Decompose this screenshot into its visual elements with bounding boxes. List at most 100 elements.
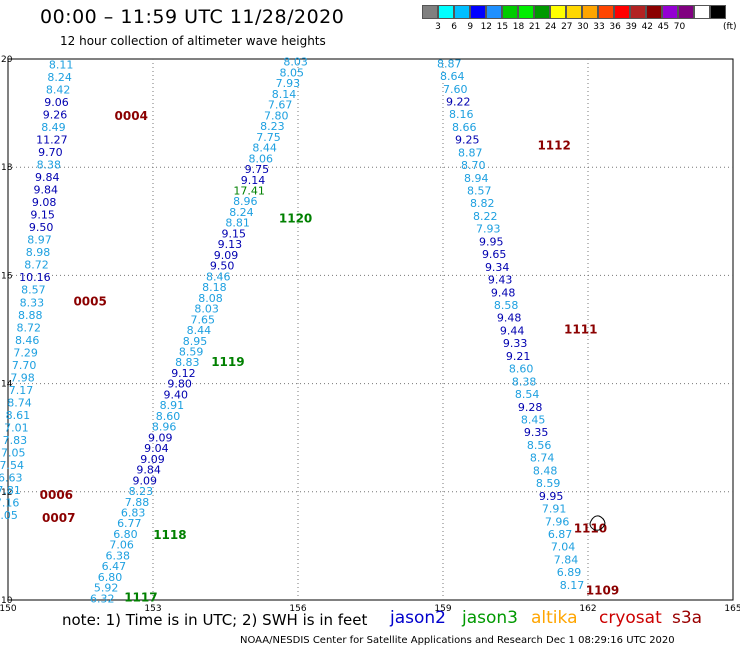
wave-height-value: 6.47 xyxy=(102,560,127,573)
chart-subtitle: 12 hour collection of altimeter wave hei… xyxy=(60,34,326,48)
wave-height-value: 6.80 xyxy=(113,528,138,541)
wave-height-value: 8.81 xyxy=(225,217,250,230)
plot-frame xyxy=(7,58,734,601)
wave-height-value: 6.80 xyxy=(98,571,123,584)
wave-height-value: 9.09 xyxy=(148,431,173,444)
wave-height-value: 6.83 xyxy=(121,507,146,520)
color-swatch xyxy=(486,5,502,19)
wave-height-value: 9.15 xyxy=(30,209,55,222)
track-time-label: 1109 xyxy=(586,583,619,597)
wave-height-value: 7.05 xyxy=(0,509,18,522)
color-swatch xyxy=(438,5,454,19)
wave-height-value: 8.72 xyxy=(16,321,41,334)
wave-height-value: 7.05 xyxy=(1,446,26,459)
wave-height-value: 7.01 xyxy=(4,421,29,434)
wave-height-value: 7.91 xyxy=(542,503,567,516)
color-swatch xyxy=(678,5,694,19)
wave-height-value: 9.06 xyxy=(44,96,69,109)
track-time-label: 1111 xyxy=(564,323,597,337)
track-time-label: 0004 xyxy=(115,109,148,123)
satellite-jason2: jason2 xyxy=(390,608,446,628)
wave-height-value: 8.05 xyxy=(279,66,304,79)
y-tick-label: 18 xyxy=(1,163,13,173)
wave-height-value: 8.11 xyxy=(49,58,74,71)
wave-height-value: 8.87 xyxy=(458,146,483,159)
color-scale-tick-label: 12 xyxy=(480,22,493,32)
wave-height-value: 9.50 xyxy=(210,260,235,273)
wave-height-value: 7.96 xyxy=(545,515,570,528)
note-text: note: 1) Time is in UTC; 2) SWH is in fe… xyxy=(62,611,368,629)
wave-height-value: 8.16 xyxy=(449,108,474,121)
wave-height-value: 9.75 xyxy=(245,163,270,176)
color-swatch xyxy=(534,5,550,19)
color-scale-tick-label: 21 xyxy=(528,22,541,32)
wave-height-value: 9.35 xyxy=(524,426,549,439)
wave-height-value: 8.23 xyxy=(260,120,285,133)
wave-height-value: 8.88 xyxy=(18,309,43,322)
wave-height-value: 8.14 xyxy=(272,88,297,101)
x-tick-label: 159 xyxy=(434,604,451,614)
wave-height-value: 9.95 xyxy=(539,490,564,503)
color-scale-tick-label: 18 xyxy=(512,22,525,32)
color-swatch xyxy=(502,5,518,19)
color-scale-tick-label: 24 xyxy=(544,22,557,32)
wave-height-value: 6.87 xyxy=(548,528,573,541)
wave-height-value: 7.81 xyxy=(0,484,21,497)
color-swatch xyxy=(550,5,566,19)
wave-height-value: 6.38 xyxy=(105,549,130,562)
wave-height-value: 7.67 xyxy=(268,99,293,112)
wave-height-value: 8.06 xyxy=(249,152,274,165)
color-scale-tick-label: 15 xyxy=(496,22,509,32)
wave-height-value: 8.03 xyxy=(283,56,308,69)
wave-height-value: 8.57 xyxy=(21,284,46,297)
wave-height-value: 9.65 xyxy=(482,248,507,261)
wave-height-value: 9.22 xyxy=(446,95,471,108)
color-scale-tick-label: 6 xyxy=(451,22,457,32)
wave-height-value: 8.60 xyxy=(509,363,534,376)
y-tick-label: 14 xyxy=(1,380,13,390)
satellite-jason3: jason3 xyxy=(462,608,518,628)
wave-height-value: 9.44 xyxy=(500,324,525,337)
wave-height-value: 9.84 xyxy=(136,464,161,477)
track-time-label: 0006 xyxy=(40,488,73,502)
wave-height-value: 9.14 xyxy=(241,174,266,187)
track-time-label: 1112 xyxy=(537,139,570,153)
wave-height-value: 7.54 xyxy=(0,459,24,472)
wave-height-value: 9.95 xyxy=(479,235,504,248)
color-swatch xyxy=(566,5,582,19)
wave-height-value: 8.72 xyxy=(24,259,49,272)
wave-height-value: 7.83 xyxy=(3,434,28,447)
x-tick-label: 165 xyxy=(724,604,740,614)
color-scale-tick-label: 36 xyxy=(609,22,621,32)
wave-height-value: 8.23 xyxy=(129,485,154,498)
wave-height-value: 7.06 xyxy=(109,539,134,552)
island-outline xyxy=(589,515,606,531)
wave-height-value: 8.97 xyxy=(27,234,52,247)
wave-height-value: 8.87 xyxy=(437,57,462,70)
y-tick-label: 12 xyxy=(1,488,12,498)
wave-height-value: 8.59 xyxy=(536,477,561,490)
x-tick-label: 162 xyxy=(579,604,596,614)
wave-height-value: 7.16 xyxy=(0,497,19,510)
wave-height-value: 8.83 xyxy=(175,356,200,369)
wave-height-value: 9.25 xyxy=(455,134,480,147)
wave-height-value: 8.38 xyxy=(37,159,62,172)
track-time-label: 1117 xyxy=(124,590,157,604)
satellite-altika: altika xyxy=(531,608,578,628)
wave-height-value: 7.93 xyxy=(276,77,301,90)
wave-height-value: 6.32 xyxy=(90,592,115,605)
wave-height-value: 8.57 xyxy=(467,185,492,198)
footer-credit: NOAA/NESDIS Center for Satellite Applica… xyxy=(240,635,675,646)
wave-height-value: 9.09 xyxy=(140,453,165,466)
wave-height-value: 8.42 xyxy=(46,83,71,96)
wave-height-value: 7.98 xyxy=(10,371,35,384)
wave-height-value: 8.03 xyxy=(194,303,219,316)
wave-height-value: 9.28 xyxy=(518,401,543,414)
wave-height-value: 9.34 xyxy=(485,261,510,274)
color-swatch xyxy=(646,5,662,19)
color-scale-legend: 3 6 9 12 15 18 21 24 27 30 33 36 39 42 45 70 (ft) xyxy=(422,5,737,32)
chart-title: 00:00 – 11:59 UTC 11/28/2020 xyxy=(40,6,345,28)
wave-height-value: 6.63 xyxy=(0,472,22,485)
wave-height-value: 7.60 xyxy=(443,83,468,96)
wave-height-value: 8.54 xyxy=(515,388,540,401)
